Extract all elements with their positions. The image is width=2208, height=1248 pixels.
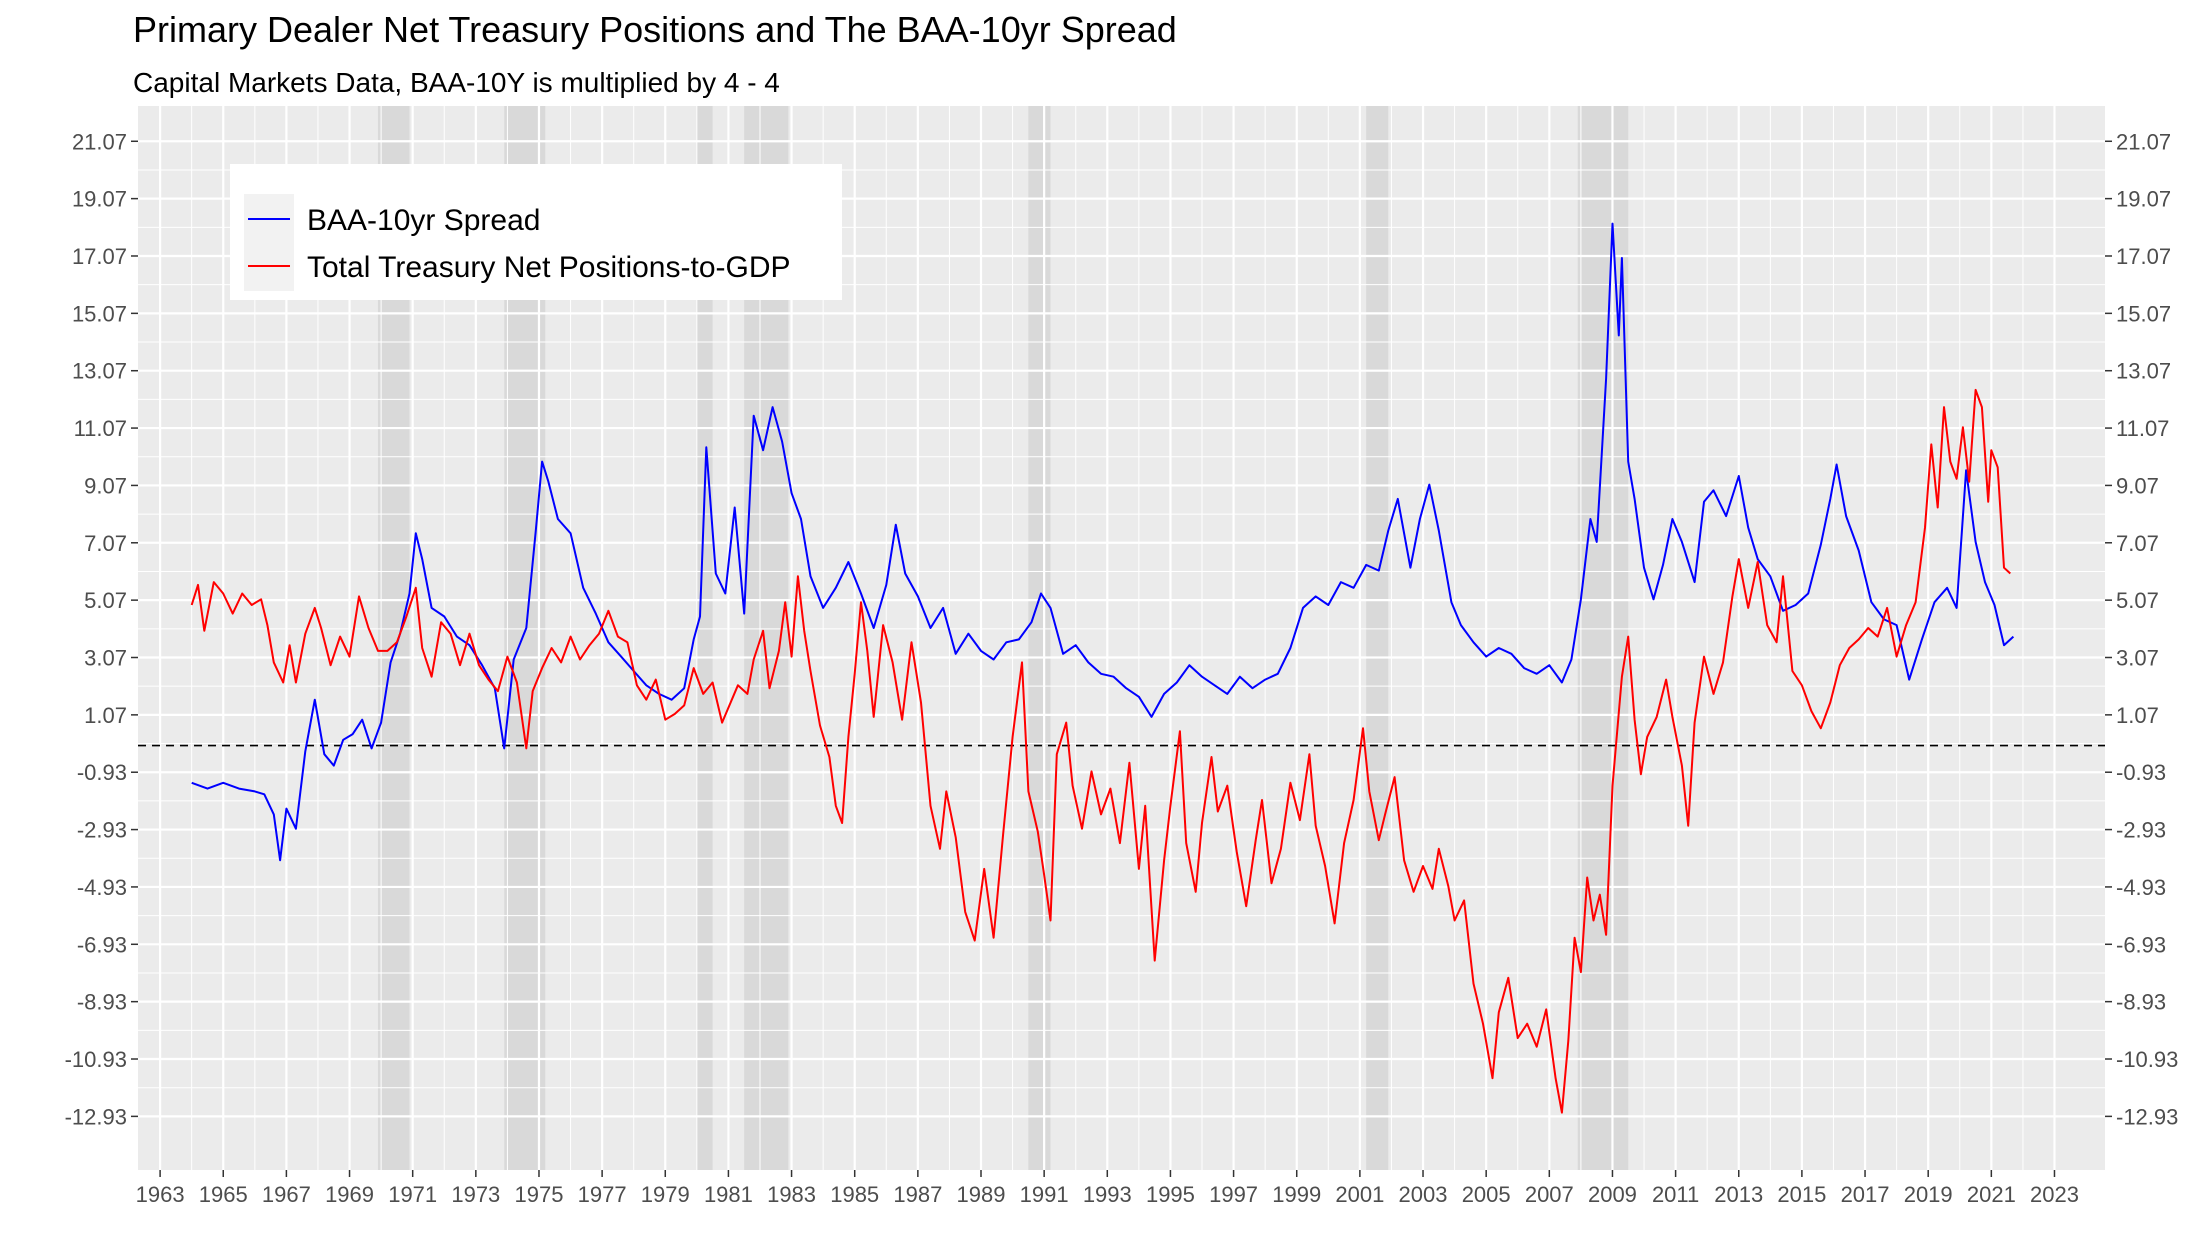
y-tick-label-right: 7.07 <box>2116 531 2159 556</box>
axis-ticks <box>131 140 2112 1177</box>
chart-subtitle: Capital Markets Data, BAA-10Y is multipl… <box>133 67 780 98</box>
y-tick-label-right: 13.07 <box>2116 359 2171 384</box>
legend: BAA-10yr Spread Total Treasury Net Posit… <box>230 164 842 300</box>
y-tick-label-right: 1.07 <box>2116 703 2159 728</box>
legend-label-positions: Total Treasury Net Positions-to-GDP <box>307 251 791 284</box>
y-tick-label-left: 11.07 <box>74 416 127 441</box>
y-tick-label-left: -6.93 <box>77 932 127 957</box>
x-tick-label: 1985 <box>830 1182 879 1207</box>
x-tick-label: 1989 <box>957 1182 1006 1207</box>
y-tick-label-right: 5.07 <box>2116 588 2159 613</box>
y-tick-label-right: -6.93 <box>2116 932 2166 957</box>
x-tick-label: 1977 <box>578 1182 627 1207</box>
y-axis-left: 21.07 19.07 17.07 15.07 13.07 11.07 9.07 7.07 5.… <box>65 129 127 1129</box>
y-tick-label-right: -10.93 <box>2116 1047 2178 1072</box>
y-tick-label-left: -10.93 <box>65 1047 127 1072</box>
y-tick-label-left: 19.07 <box>72 187 127 212</box>
y-tick-label-left: 9.07 <box>84 473 127 498</box>
x-tick-label: 1991 <box>1020 1182 1069 1207</box>
x-tick-label: 1997 <box>1209 1182 1258 1207</box>
x-tick-label: 2003 <box>1399 1182 1448 1207</box>
y-tick-label-left: 17.07 <box>72 244 127 269</box>
recession-band <box>1577 106 1629 1170</box>
x-tick-label: 1963 <box>136 1182 185 1207</box>
y-tick-label-left: -2.93 <box>77 818 127 843</box>
y-tick-label-left: 1.07 <box>84 703 127 728</box>
y-tick-label-right: -4.93 <box>2116 875 2166 900</box>
y-tick-label-left: -0.93 <box>77 760 127 785</box>
x-tick-label: 1969 <box>325 1182 374 1207</box>
y-tick-label-right: 19.07 <box>2116 187 2171 212</box>
y-tick-label-right: 21.07 <box>2116 129 2171 154</box>
y-tick-label-right: -0.93 <box>2116 760 2166 785</box>
x-tick-label: 1975 <box>515 1182 564 1207</box>
x-tick-label: 1999 <box>1272 1182 1321 1207</box>
series-line-0 <box>191 222 2015 862</box>
x-tick-label: 2001 <box>1335 1182 1384 1207</box>
x-tick-label: 1987 <box>893 1182 942 1207</box>
y-tick-label-right: 17.07 <box>2116 244 2171 269</box>
y-tick-label-left: 13.07 <box>72 359 127 384</box>
legend-box <box>230 164 842 300</box>
x-tick-label: 1965 <box>199 1182 248 1207</box>
x-tick-label: 2013 <box>1714 1182 1763 1207</box>
x-tick-label: 1973 <box>451 1182 500 1207</box>
recession-band <box>696 106 713 1170</box>
series-line-1 <box>190 388 2011 1114</box>
y-tick-label-left: -8.93 <box>77 990 127 1015</box>
recession-band <box>1028 106 1051 1170</box>
y-tick-label-left: -12.93 <box>65 1104 127 1129</box>
x-tick-label: 2007 <box>1525 1182 1574 1207</box>
x-tick-label: 2021 <box>1967 1182 2016 1207</box>
x-tick-label: 1983 <box>767 1182 816 1207</box>
recession-band <box>1366 106 1389 1170</box>
x-tick-label: 2009 <box>1588 1182 1637 1207</box>
y-tick-label-right: 9.07 <box>2116 473 2159 498</box>
x-tick-label: 2023 <box>2030 1182 2079 1207</box>
x-axis: 1963 1965 1967 1969 1971 1973 1975 1977 1979 1981… <box>136 1182 2079 1207</box>
y-tick-label-left: -4.93 <box>77 875 127 900</box>
x-tick-label: 2017 <box>1841 1182 1890 1207</box>
y-tick-label-right: -12.93 <box>2116 1104 2178 1129</box>
x-tick-label: 1967 <box>262 1182 311 1207</box>
x-tick-label: 2005 <box>1462 1182 1511 1207</box>
x-tick-label: 2019 <box>1904 1182 1953 1207</box>
x-tick-label: 1981 <box>704 1182 753 1207</box>
y-tick-label-left: 3.07 <box>84 646 127 671</box>
y-tick-label-right: -8.93 <box>2116 990 2166 1015</box>
gridlines <box>138 106 2105 1170</box>
x-tick-label: 1979 <box>641 1182 690 1207</box>
x-tick-label: 1995 <box>1146 1182 1195 1207</box>
x-tick-label: 1971 <box>388 1182 437 1207</box>
chart-title: Primary Dealer Net Treasury Positions an… <box>133 9 1177 50</box>
series-lines <box>190 222 2015 1114</box>
y-tick-label-left: 7.07 <box>84 531 127 556</box>
x-tick-label: 2015 <box>1777 1182 1826 1207</box>
y-tick-label-left: 15.07 <box>72 301 127 326</box>
y-tick-label-left: 5.07 <box>84 588 127 613</box>
x-tick-label: 1993 <box>1083 1182 1132 1207</box>
y-tick-label-right: 11.07 <box>2116 416 2169 441</box>
y-tick-label-right: -2.93 <box>2116 818 2166 843</box>
y-tick-label-left: 21.07 <box>72 129 127 154</box>
x-tick-label: 2011 <box>1652 1182 1699 1207</box>
legend-label-spread: BAA-10yr Spread <box>307 204 540 237</box>
y-tick-label-right: 15.07 <box>2116 301 2171 326</box>
y-axis-right: 21.07 19.07 17.07 15.07 13.07 11.07 9.07 7.07 5.… <box>2116 129 2178 1129</box>
y-tick-label-right: 3.07 <box>2116 646 2159 671</box>
